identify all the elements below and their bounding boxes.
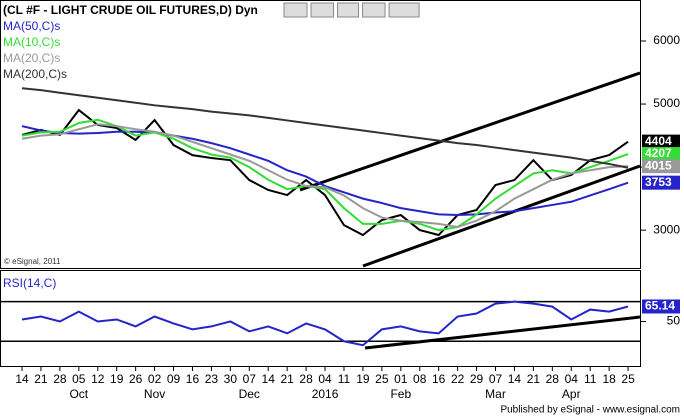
x-tick-label: 21 <box>280 372 294 386</box>
x-tick-label: 14 <box>15 372 29 386</box>
watermark: © eSignal, 2011 <box>4 257 61 266</box>
x-tick-label: 11 <box>338 372 351 386</box>
legend-entry: MA(20,C)s <box>3 51 60 65</box>
x-tick-label: 09 <box>167 372 181 386</box>
series-line <box>21 125 629 217</box>
x-tick-label: 08 <box>413 372 427 386</box>
value-tag <box>642 134 680 149</box>
x-tick-label: 05 <box>72 372 86 386</box>
chart-title: (CL #F - LIGHT CRUDE OIL FUTURES,D) Dyn <box>3 3 258 17</box>
x-tick-label: 28 <box>53 372 67 386</box>
x-tick-label: 28 <box>546 372 560 386</box>
trendline <box>299 71 641 192</box>
x-tick-label: 25 <box>621 372 635 386</box>
field-box <box>283 2 308 18</box>
month-label: Nov <box>144 387 165 401</box>
x-tick-label: 16 <box>186 372 200 386</box>
y-tick-label: 5000 <box>653 96 680 110</box>
month-label: 2016 <box>312 387 339 401</box>
month-label: Mar <box>485 387 506 401</box>
month-label: Oct <box>69 387 88 401</box>
trendline <box>362 164 641 268</box>
header-fields: O: 0H: 0 L: 0C: 0 Net: 0 <box>283 2 641 350</box>
value-tag <box>642 175 680 190</box>
price-panel <box>0 0 641 269</box>
x-tick-label: 14 <box>508 372 522 386</box>
x-tick-label: 16 <box>432 372 446 386</box>
value-tag-label: 65.14 <box>645 299 675 313</box>
value-tag <box>642 147 680 162</box>
x-tick-label: 11 <box>584 372 597 386</box>
field-box <box>310 2 335 18</box>
x-tick-label: 21 <box>34 372 48 386</box>
x-tick-label: 07 <box>243 372 257 386</box>
x-tick-label: 30 <box>224 372 238 386</box>
field-box <box>337 2 360 18</box>
x-tick-label: 19 <box>110 372 124 386</box>
x-tick-label: 01 <box>394 372 408 386</box>
month-label: Feb <box>390 387 411 401</box>
x-tick-label: 22 <box>451 372 465 386</box>
x-tick-label: 28 <box>299 372 313 386</box>
x-tick-label: 02 <box>148 372 162 386</box>
value-tag-label: 3753 <box>645 175 672 189</box>
series-line <box>21 300 629 347</box>
value-tag-label: 4015 <box>645 158 672 172</box>
x-tick-label: 18 <box>602 372 616 386</box>
legend-entry: RSI(14,C) <box>3 276 56 290</box>
value-tag <box>642 299 680 314</box>
x-tick-label: 07 <box>489 372 503 386</box>
value-tag-label: 4404 <box>645 134 672 148</box>
month-label: Apr <box>562 387 581 401</box>
series-line <box>21 87 629 169</box>
x-tick-label: 29 <box>470 372 484 386</box>
x-tick-label: 25 <box>375 372 389 386</box>
x-tick-label: 04 <box>318 372 332 386</box>
x-tick-label: 23 <box>205 372 219 386</box>
month-label: Dec <box>239 387 260 401</box>
legend-entry: MA(10,C)s <box>3 35 60 49</box>
x-tick-label: 14 <box>262 372 276 386</box>
trendline <box>364 315 641 350</box>
series-line <box>21 118 629 232</box>
x-tick-label: 26 <box>129 372 143 386</box>
legend-entry: MA(50,C)s <box>3 19 60 33</box>
field-box <box>362 2 386 18</box>
value-tag <box>642 159 680 174</box>
series-line <box>21 123 629 229</box>
rsi-panel <box>0 270 641 367</box>
value-tag-label: 4207 <box>645 146 672 160</box>
field-box <box>388 2 420 18</box>
y-tick-label: 3000 <box>653 222 680 236</box>
x-tick-label: 19 <box>356 372 370 386</box>
x-tick-label: 04 <box>565 372 579 386</box>
legend-entry: MA(200,C)s <box>3 67 67 81</box>
x-tick-label: 12 <box>91 372 105 386</box>
x-tick-label: 21 <box>527 372 541 386</box>
footer: Published by eSignal - www.esignal.com <box>500 405 680 416</box>
y-tick-label: 6000 <box>653 33 680 47</box>
y-tick-label: 50 <box>667 314 681 328</box>
